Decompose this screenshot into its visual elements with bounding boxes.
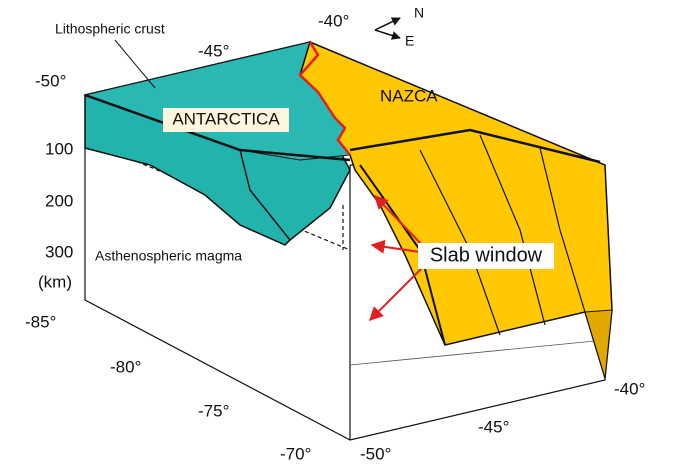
compass bbox=[374, 17, 401, 40]
plate-label: NAZCA bbox=[380, 86, 438, 105]
depth-tick: 300 bbox=[45, 242, 73, 261]
left-tick: -80° bbox=[110, 357, 141, 376]
nazca-plate bbox=[299, 40, 613, 379]
depth-tick: 200 bbox=[45, 191, 73, 210]
bottom-tick: -45° bbox=[478, 417, 509, 436]
label-bg bbox=[418, 243, 554, 269]
top-tick: -50° bbox=[35, 71, 66, 90]
left-tick: -85° bbox=[25, 312, 56, 331]
label-bg bbox=[163, 108, 289, 132]
magma-label: Asthenospheric magma bbox=[95, 248, 242, 264]
left-tick: -70° bbox=[280, 444, 311, 463]
top-tick: -40° bbox=[318, 11, 349, 30]
depth-tick: 100 bbox=[45, 139, 73, 158]
plate-label: ANTARCTICA bbox=[172, 109, 280, 128]
ridge bbox=[298, 41, 351, 156]
bottom-tick: -40° bbox=[614, 379, 645, 398]
slab-window-arrows bbox=[369, 194, 429, 321]
bottom-tick: -50° bbox=[360, 444, 391, 463]
compass-label: E bbox=[405, 33, 414, 49]
leader bbox=[114, 39, 156, 89]
left-tick: -75° bbox=[198, 401, 229, 420]
slab-window-label: Slab window bbox=[430, 244, 543, 266]
depth-unit: (km) bbox=[38, 272, 72, 291]
compass-label: N bbox=[414, 5, 424, 21]
top-tick: -45° bbox=[198, 41, 229, 60]
layer-label: Lithospheric crust bbox=[55, 21, 165, 37]
